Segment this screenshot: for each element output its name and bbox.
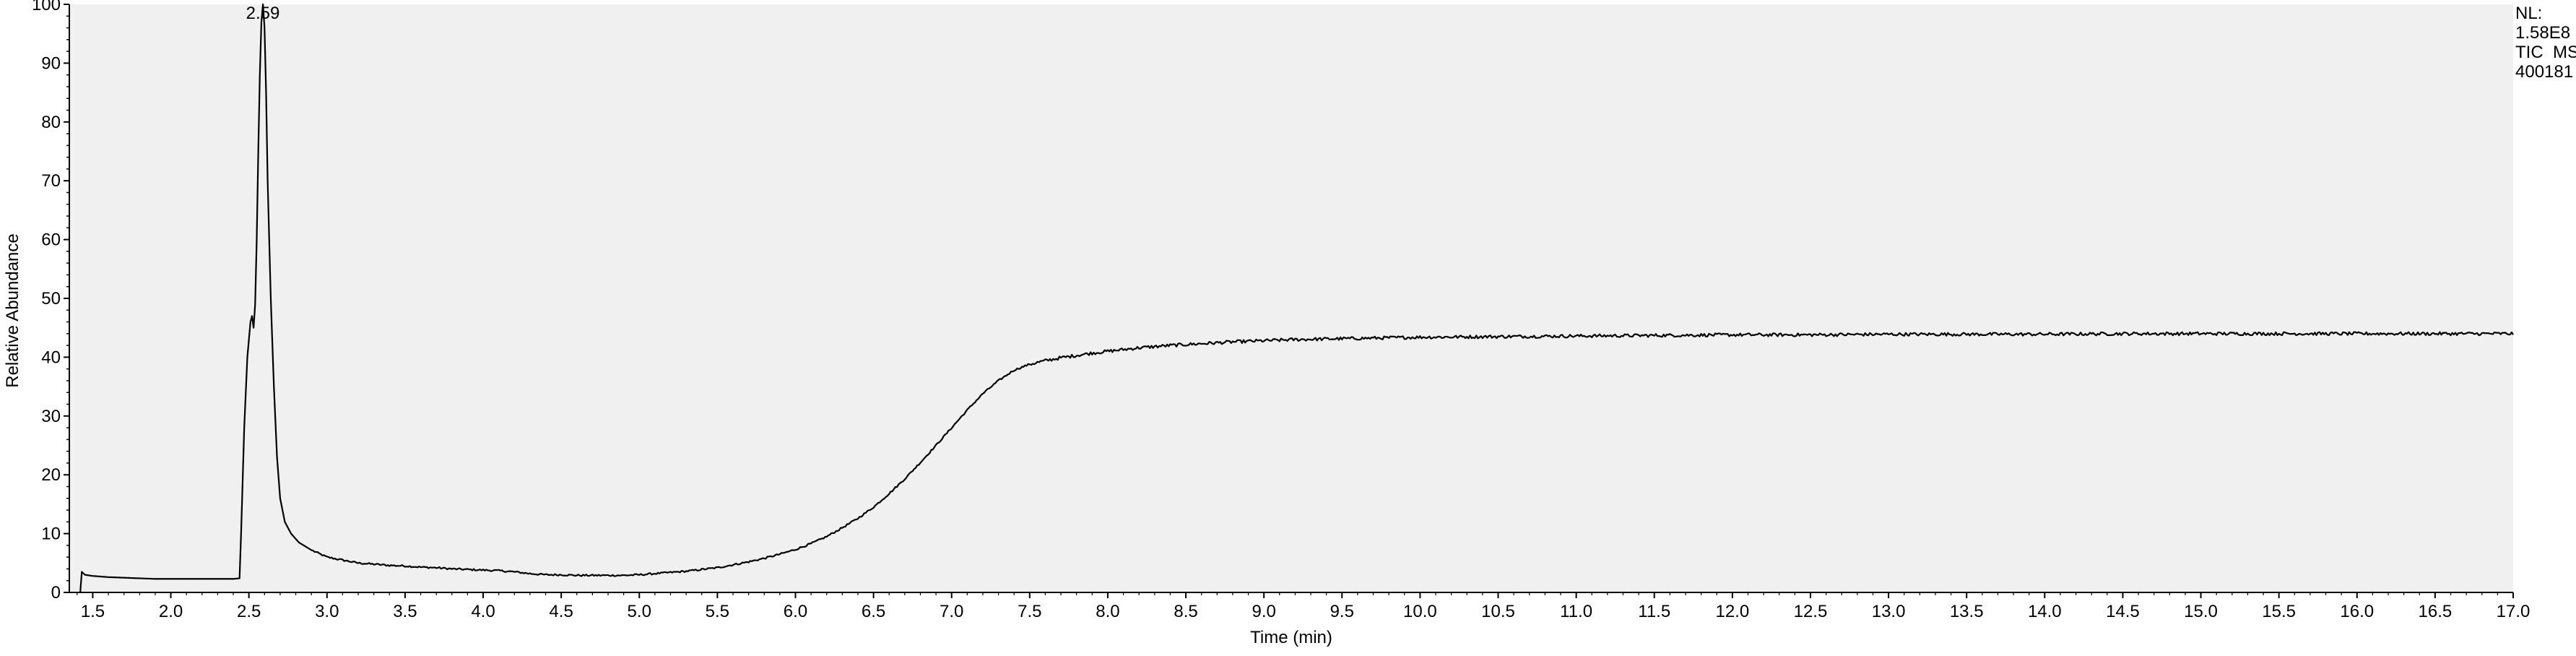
- x-axis-ticks: 1.5 2.0 2.5 3.0 3.5 4.0 4.5 5.0 5.5 6.0 6.5 7.0 7.5 8…: [77, 592, 2531, 621]
- x-tick-label: 8.5: [1174, 602, 1197, 621]
- x-tick-label: 14.5: [2106, 602, 2140, 621]
- y-tick-label: 60: [41, 230, 61, 250]
- x-tick-label: 1.5: [81, 602, 105, 621]
- x-tick-label: 3.5: [393, 602, 417, 621]
- info-label-sample-id: 400181: [2515, 62, 2573, 82]
- x-tick-label: 14.0: [2028, 602, 2062, 621]
- x-tick-label: 6.0: [784, 602, 807, 621]
- peak-label: 2.59: [246, 4, 280, 23]
- x-tick-label: 2.0: [159, 602, 183, 621]
- x-tick-label: 13.5: [1950, 602, 1984, 621]
- y-tick-label: 70: [41, 171, 61, 191]
- x-tick-label: 9.5: [1330, 602, 1354, 621]
- y-tick-label: 0: [51, 583, 61, 603]
- y-axis-ticks: 0 10 20 30 40 50 60 70 80 90 100: [32, 0, 69, 603]
- x-tick-label: 10.0: [1403, 602, 1437, 621]
- x-tick-label: 7.0: [940, 602, 963, 621]
- info-label-nl-value: 1.58E8: [2515, 23, 2570, 43]
- y-tick-label: 50: [41, 289, 61, 308]
- x-tick-label: 5.5: [706, 602, 729, 621]
- tic-trace-line: [79, 3, 2514, 593]
- x-tick-label: 4.0: [471, 602, 495, 621]
- x-tick-label: 16.0: [2340, 602, 2374, 621]
- x-tick-label: 12.0: [1715, 602, 1749, 621]
- x-tick-label: 9.0: [1252, 602, 1275, 621]
- x-tick-label: 6.5: [862, 602, 885, 621]
- x-tick-label: 15.0: [2184, 602, 2218, 621]
- info-label-scan-type: TIC MS: [2515, 43, 2576, 62]
- x-tick-label: 12.5: [1794, 602, 1828, 621]
- x-tick-label: 7.5: [1018, 602, 1041, 621]
- x-tick-label: 11.5: [1638, 602, 1670, 621]
- x-axis-title: Time (min): [1250, 628, 1332, 647]
- y-tick-label: 30: [41, 407, 61, 426]
- y-tick-label: 20: [41, 465, 61, 485]
- x-tick-label: 17.0: [2497, 602, 2531, 621]
- x-tick-label: 2.5: [237, 602, 261, 621]
- x-tick-label: 3.0: [315, 602, 339, 621]
- x-tick-label: 10.5: [1481, 602, 1515, 621]
- info-labels: NL: 1.58E8 TIC MS 400181: [2515, 4, 2576, 82]
- x-tick-label: 13.0: [1872, 602, 1906, 621]
- y-tick-label: 100: [32, 0, 61, 14]
- x-tick-label: 11.0: [1560, 602, 1592, 621]
- info-label-nl: NL:: [2515, 4, 2542, 23]
- y-tick-label: 90: [41, 53, 61, 73]
- y-tick-label: 80: [41, 113, 61, 132]
- x-tick-label: 4.5: [549, 602, 573, 621]
- x-tick-label: 8.0: [1096, 602, 1119, 621]
- x-tick-label: 5.0: [628, 602, 651, 621]
- x-tick-label: 15.5: [2262, 602, 2296, 621]
- y-tick-label: 40: [41, 348, 61, 367]
- y-tick-label: 10: [41, 525, 61, 544]
- x-tick-label: 16.5: [2419, 602, 2453, 621]
- plot-area: [69, 4, 2513, 592]
- y-axis-title: Relative Abundance: [3, 233, 22, 388]
